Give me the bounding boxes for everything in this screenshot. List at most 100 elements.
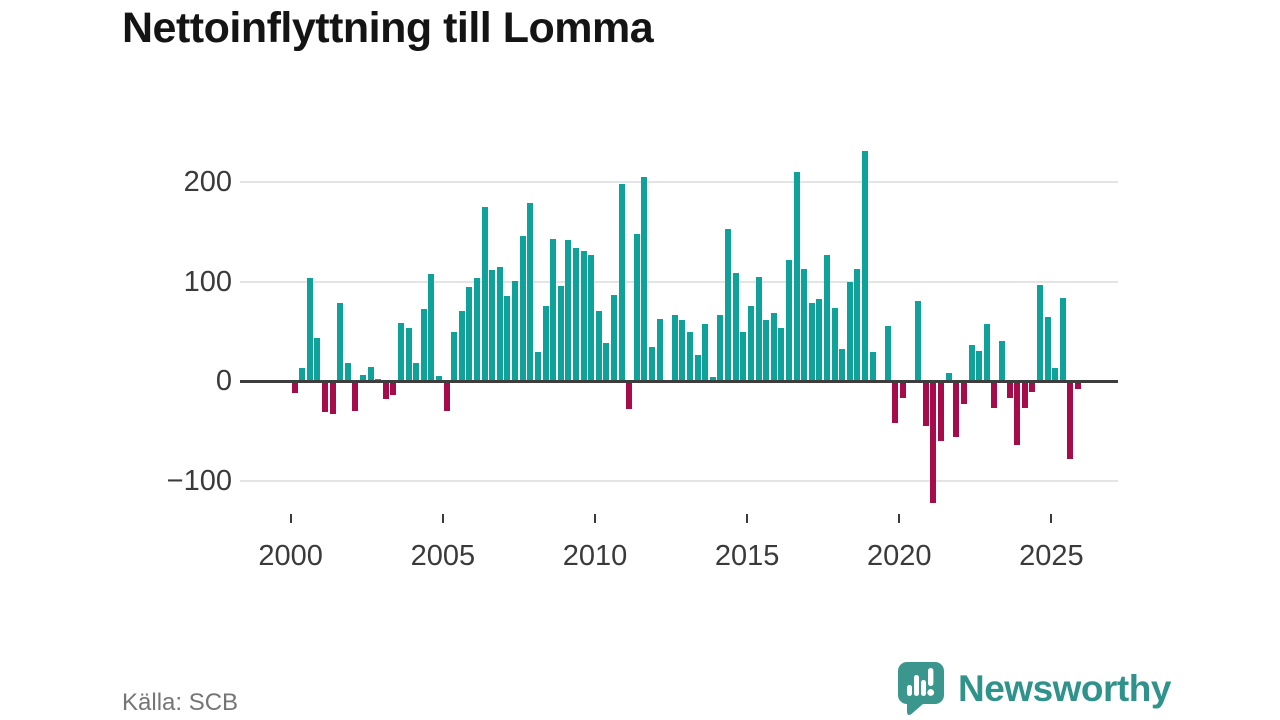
gridline-100 bbox=[240, 280, 1118, 283]
bar-2002Q2 bbox=[359, 375, 366, 381]
y-axis-label--100: −100 bbox=[166, 464, 232, 497]
bar-2010Q1 bbox=[595, 311, 602, 381]
logo-exclamation-dot bbox=[927, 689, 935, 696]
logo-bar-medium bbox=[921, 680, 926, 696]
bar-2009Q1 bbox=[565, 239, 572, 381]
x-axis-tick-2015 bbox=[746, 514, 749, 523]
x-axis-tick-2010 bbox=[594, 514, 596, 523]
bar-2008Q1 bbox=[534, 352, 541, 381]
bar-2008Q3 bbox=[550, 238, 557, 381]
bar-2002Q4 bbox=[375, 379, 382, 381]
bar-2000Q2 bbox=[299, 368, 306, 381]
newsworthy-wordmark: Newsworthy bbox=[958, 668, 1171, 709]
bar-2011Q4 bbox=[649, 347, 656, 381]
gridline--100 bbox=[240, 479, 1118, 482]
bar-2006Q1 bbox=[474, 277, 481, 381]
y-axis-label-200: 200 bbox=[183, 166, 232, 198]
bar-2017Q3 bbox=[823, 254, 830, 381]
bar-2022Q1 bbox=[960, 382, 967, 404]
bar-2024Q2 bbox=[1029, 382, 1036, 392]
bar-2021Q2 bbox=[938, 382, 945, 441]
bar-2017Q4 bbox=[831, 308, 838, 381]
bar-2025Q4 bbox=[1075, 382, 1082, 389]
bar-2011Q1 bbox=[626, 382, 633, 409]
bar-2012Q4 bbox=[679, 320, 686, 381]
bar-2016Q1 bbox=[778, 328, 785, 381]
x-axis-tick-2020 bbox=[898, 514, 901, 523]
bar-2022Q4 bbox=[983, 324, 990, 381]
bar-2015Q2 bbox=[755, 276, 762, 381]
x-axis-label-2005: 2005 bbox=[410, 540, 476, 572]
bar-2024Q1 bbox=[1021, 382, 1028, 408]
bar-2004Q3 bbox=[428, 273, 435, 381]
bar-2021Q1 bbox=[930, 382, 937, 504]
bar-2015Q4 bbox=[770, 313, 777, 381]
logo-bar-tall bbox=[914, 675, 919, 696]
bar-2007Q2 bbox=[512, 280, 519, 381]
bar-2003Q4 bbox=[405, 328, 412, 381]
x-axis-label-2015: 2015 bbox=[714, 540, 780, 572]
logo-bar-small bbox=[907, 685, 912, 696]
bar-2005Q2 bbox=[451, 332, 458, 381]
bar-2024Q4 bbox=[1044, 317, 1051, 381]
bar-2014Q1 bbox=[717, 315, 724, 381]
chart-title: Nettoinflyttning till Lomma bbox=[122, 4, 654, 52]
bar-2024Q3 bbox=[1036, 285, 1043, 381]
bar-2022Q3 bbox=[976, 351, 983, 381]
bar-2001Q1 bbox=[321, 382, 328, 412]
bar-2000Q3 bbox=[306, 277, 313, 381]
bar-2019Q4 bbox=[892, 382, 899, 423]
bar-2003Q1 bbox=[382, 382, 389, 399]
bar-2021Q3 bbox=[945, 373, 952, 381]
bar-2001Q4 bbox=[344, 363, 351, 381]
bar-2018Q2 bbox=[846, 281, 853, 381]
x-axis-label-2020: 2020 bbox=[867, 540, 932, 572]
bar-2001Q2 bbox=[329, 382, 336, 414]
bar-2017Q2 bbox=[816, 299, 823, 381]
bar-2007Q3 bbox=[519, 235, 526, 381]
bar-2020Q3 bbox=[915, 301, 922, 381]
bar-2008Q4 bbox=[557, 286, 564, 381]
bar-2006Q3 bbox=[489, 269, 496, 381]
bar-2010Q4 bbox=[618, 183, 625, 381]
bar-2001Q3 bbox=[337, 303, 344, 381]
bar-2016Q4 bbox=[801, 268, 808, 381]
x-axis-label-2010: 2010 bbox=[562, 540, 628, 572]
bar-2010Q2 bbox=[603, 343, 610, 381]
x-axis-tick-2005 bbox=[441, 514, 444, 523]
bar-2014Q4 bbox=[740, 332, 747, 381]
bar-2005Q1 bbox=[443, 382, 450, 411]
bar-2008Q2 bbox=[542, 306, 549, 381]
bar-2002Q1 bbox=[352, 382, 359, 411]
bar-2000Q4 bbox=[314, 338, 321, 381]
bar-2007Q4 bbox=[527, 202, 534, 381]
newsworthy-logo: Newsworthy bbox=[897, 661, 1171, 717]
bar-2013Q1 bbox=[687, 332, 694, 381]
logo-exclamation-stem bbox=[928, 668, 934, 686]
bar-2002Q3 bbox=[367, 367, 374, 381]
x-axis-label-2000: 2000 bbox=[258, 540, 323, 572]
bar-2004Q4 bbox=[436, 376, 443, 381]
bar-2003Q2 bbox=[390, 382, 397, 395]
source-caption: Källa: SCB bbox=[122, 689, 239, 716]
bar-2023Q1 bbox=[991, 382, 998, 408]
bar-2006Q4 bbox=[496, 266, 503, 381]
newsworthy-speech-bubble-chart-icon bbox=[898, 662, 944, 716]
bar-2004Q1 bbox=[413, 363, 420, 381]
bar-2012Q1 bbox=[656, 319, 663, 381]
bar-2012Q3 bbox=[671, 315, 678, 381]
bar-2010Q3 bbox=[610, 295, 617, 381]
bar-2022Q2 bbox=[968, 345, 975, 381]
bar-2011Q3 bbox=[641, 177, 648, 381]
bar-2018Q4 bbox=[862, 151, 869, 381]
bar-2019Q1 bbox=[869, 352, 876, 381]
bar-2018Q1 bbox=[839, 349, 846, 381]
bar-2015Q1 bbox=[747, 306, 754, 381]
bar-2025Q3 bbox=[1067, 382, 1074, 459]
x-axis-label-2025: 2025 bbox=[1019, 540, 1084, 572]
bar-2021Q4 bbox=[953, 382, 960, 437]
y-axis-label-100: 100 bbox=[183, 265, 232, 298]
bar-2020Q1 bbox=[900, 382, 907, 398]
gridline-200 bbox=[240, 181, 1118, 183]
